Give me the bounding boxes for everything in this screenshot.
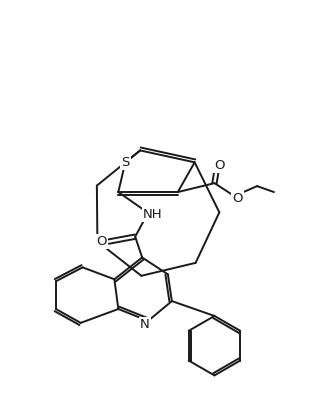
Text: O: O bbox=[214, 159, 225, 172]
Text: O: O bbox=[232, 191, 242, 205]
Text: S: S bbox=[121, 156, 129, 169]
Text: O: O bbox=[96, 235, 107, 248]
Text: N: N bbox=[140, 318, 150, 332]
Text: NH: NH bbox=[143, 209, 163, 221]
